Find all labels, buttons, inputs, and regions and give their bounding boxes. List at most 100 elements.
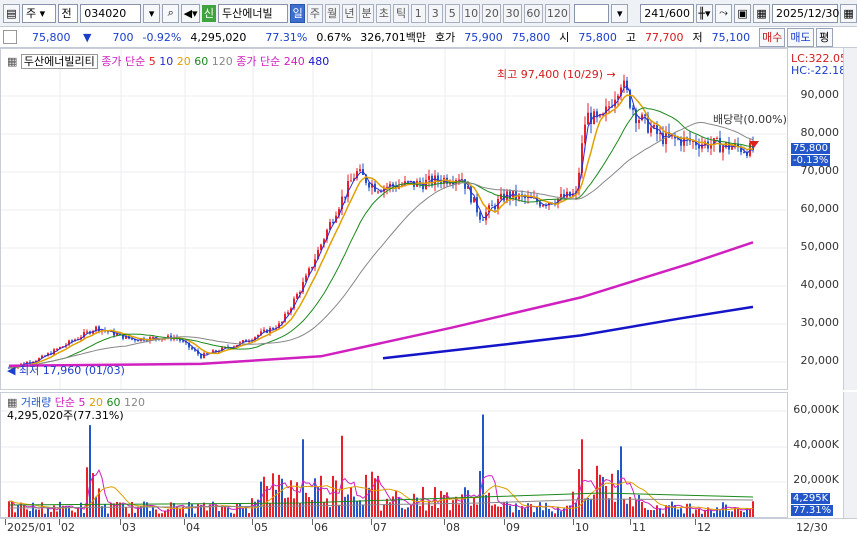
candle-body <box>305 275 307 282</box>
volume-bar <box>749 508 751 517</box>
volume-bar <box>305 492 307 517</box>
count-input[interactable]: 241/600 <box>640 3 694 23</box>
buy-button[interactable]: 매수 <box>759 27 786 47</box>
unit-week[interactable]: 주 <box>307 3 323 23</box>
x-axis-tick <box>184 519 185 525</box>
price-chart[interactable] <box>1 49 787 389</box>
lc-value: LC:322.05 <box>791 52 848 65</box>
code-dropdown-icon[interactable]: ▾ <box>143 3 161 23</box>
volume-bar <box>311 499 313 517</box>
x-axis-label: 07 <box>373 521 387 534</box>
candle-body <box>494 205 496 210</box>
candle-body <box>371 183 373 188</box>
sound-icon[interactable]: ◀▾ <box>181 3 200 23</box>
volume-bar <box>626 503 628 517</box>
unit-minute[interactable]: 분 <box>358 3 375 23</box>
candle-body <box>671 135 673 137</box>
volume-bar <box>215 504 217 517</box>
unit-second[interactable]: 초 <box>376 3 392 23</box>
candle-body <box>278 323 280 329</box>
candle-body <box>29 362 31 364</box>
x-axis-label: 11 <box>632 521 646 534</box>
volume-bar <box>164 511 166 517</box>
price-scrollbar[interactable] <box>843 48 857 390</box>
volume-bar <box>236 503 238 517</box>
candle-body <box>581 143 583 173</box>
candle-body <box>95 326 97 332</box>
unit-year[interactable]: 년 <box>341 3 357 23</box>
candle-body <box>659 132 661 135</box>
volume-bar <box>746 508 748 517</box>
volume-bar <box>197 504 199 517</box>
unit-tick[interactable]: 틱 <box>393 3 409 23</box>
period-dropdown-icon[interactable]: ▾ <box>611 3 629 23</box>
x-axis-tick <box>444 519 445 525</box>
volume-bar <box>152 507 154 517</box>
volume-bar <box>392 496 394 517</box>
period-10[interactable]: 10 <box>461 3 481 23</box>
stock-code-input[interactable]: 034020 <box>80 3 142 23</box>
price-chart-pane[interactable]: ▦ 두산에너빌리티 종가 단순 5 10 20 60 120 종가 단순 240… <box>0 48 788 390</box>
save-icon[interactable]: ▣ <box>734 3 752 23</box>
date-picker-icon[interactable]: ▦ <box>840 3 857 23</box>
volume-chart-pane[interactable]: ▦ 거래량 단순 5 20 60 120 4,295,020주(77.31%) <box>0 392 788 518</box>
period-120[interactable]: 120 <box>544 3 570 23</box>
candle-body <box>539 201 541 207</box>
period-5[interactable]: 5 <box>444 3 460 23</box>
volume-bar <box>500 506 502 517</box>
x-axis-label: 03 <box>122 521 136 534</box>
period-custom-input[interactable] <box>573 3 610 23</box>
indicator-icon[interactable]: ⤳ <box>715 3 733 23</box>
period-20[interactable]: 20 <box>482 3 502 23</box>
volume-bar <box>125 507 127 517</box>
volume-bar <box>560 511 562 517</box>
quote-checkbox[interactable] <box>3 30 17 44</box>
stock-name-field[interactable]: 두산에너빌 <box>218 3 289 23</box>
volume-bar <box>629 496 631 517</box>
candle-body <box>122 333 124 339</box>
ma480-line <box>382 305 754 360</box>
volume-chart[interactable] <box>1 393 787 517</box>
volume-bar <box>428 501 430 517</box>
period-60[interactable]: 60 <box>523 3 543 23</box>
volume-bar <box>188 501 190 517</box>
volume-legend-ma-label: 단순 <box>54 396 76 409</box>
volume-bar <box>227 507 229 517</box>
market-select[interactable]: 주 ▾ <box>22 3 56 23</box>
volume-bar <box>731 511 733 517</box>
legend-ma120: 120 <box>211 55 233 68</box>
volume-bar <box>362 505 364 517</box>
candle-style-icon[interactable]: ╫▾ <box>695 3 714 23</box>
volume-bar <box>26 509 28 517</box>
open-price: 75,800 <box>578 30 617 44</box>
unit-month[interactable]: 월 <box>324 3 340 23</box>
high-annotation: 최고 97,400 (10/29) → <box>497 68 616 81</box>
period-3[interactable]: 3 <box>427 3 443 23</box>
unit-day[interactable]: 일 <box>290 3 306 23</box>
volume-bar <box>707 507 709 517</box>
candle-body <box>272 328 274 330</box>
volume-bar <box>611 473 613 517</box>
chart-layout-icon[interactable]: ▤ <box>3 3 20 23</box>
search-icon[interactable]: ⌕ <box>162 3 180 23</box>
sell-button[interactable]: 매도 <box>787 27 814 47</box>
legend-menu-icon[interactable]: ▦ <box>7 55 18 68</box>
calendar-icon[interactable]: ▦ <box>753 3 771 23</box>
period-1[interactable]: 1 <box>410 3 426 23</box>
volume-scrollbar[interactable] <box>843 392 857 518</box>
volume-axis-label: 40,000K <box>793 438 839 451</box>
x-axis-label: 2025/01 <box>7 521 53 534</box>
volume-bar <box>110 502 112 517</box>
date-input[interactable]: 2025/12/30 <box>772 3 839 23</box>
type-select[interactable]: 전 <box>57 3 79 23</box>
volume-bar <box>605 485 607 517</box>
volume-legend-menu-icon[interactable]: ▦ <box>7 396 18 409</box>
candle-body <box>641 114 643 121</box>
volume-bar <box>521 506 523 517</box>
volume-bar <box>437 507 439 517</box>
candle-body <box>242 340 244 343</box>
period-30[interactable]: 30 <box>503 3 522 23</box>
x-axis-tick <box>5 519 6 525</box>
volume-bar <box>65 506 67 517</box>
eval-button[interactable]: 평 <box>815 27 833 47</box>
